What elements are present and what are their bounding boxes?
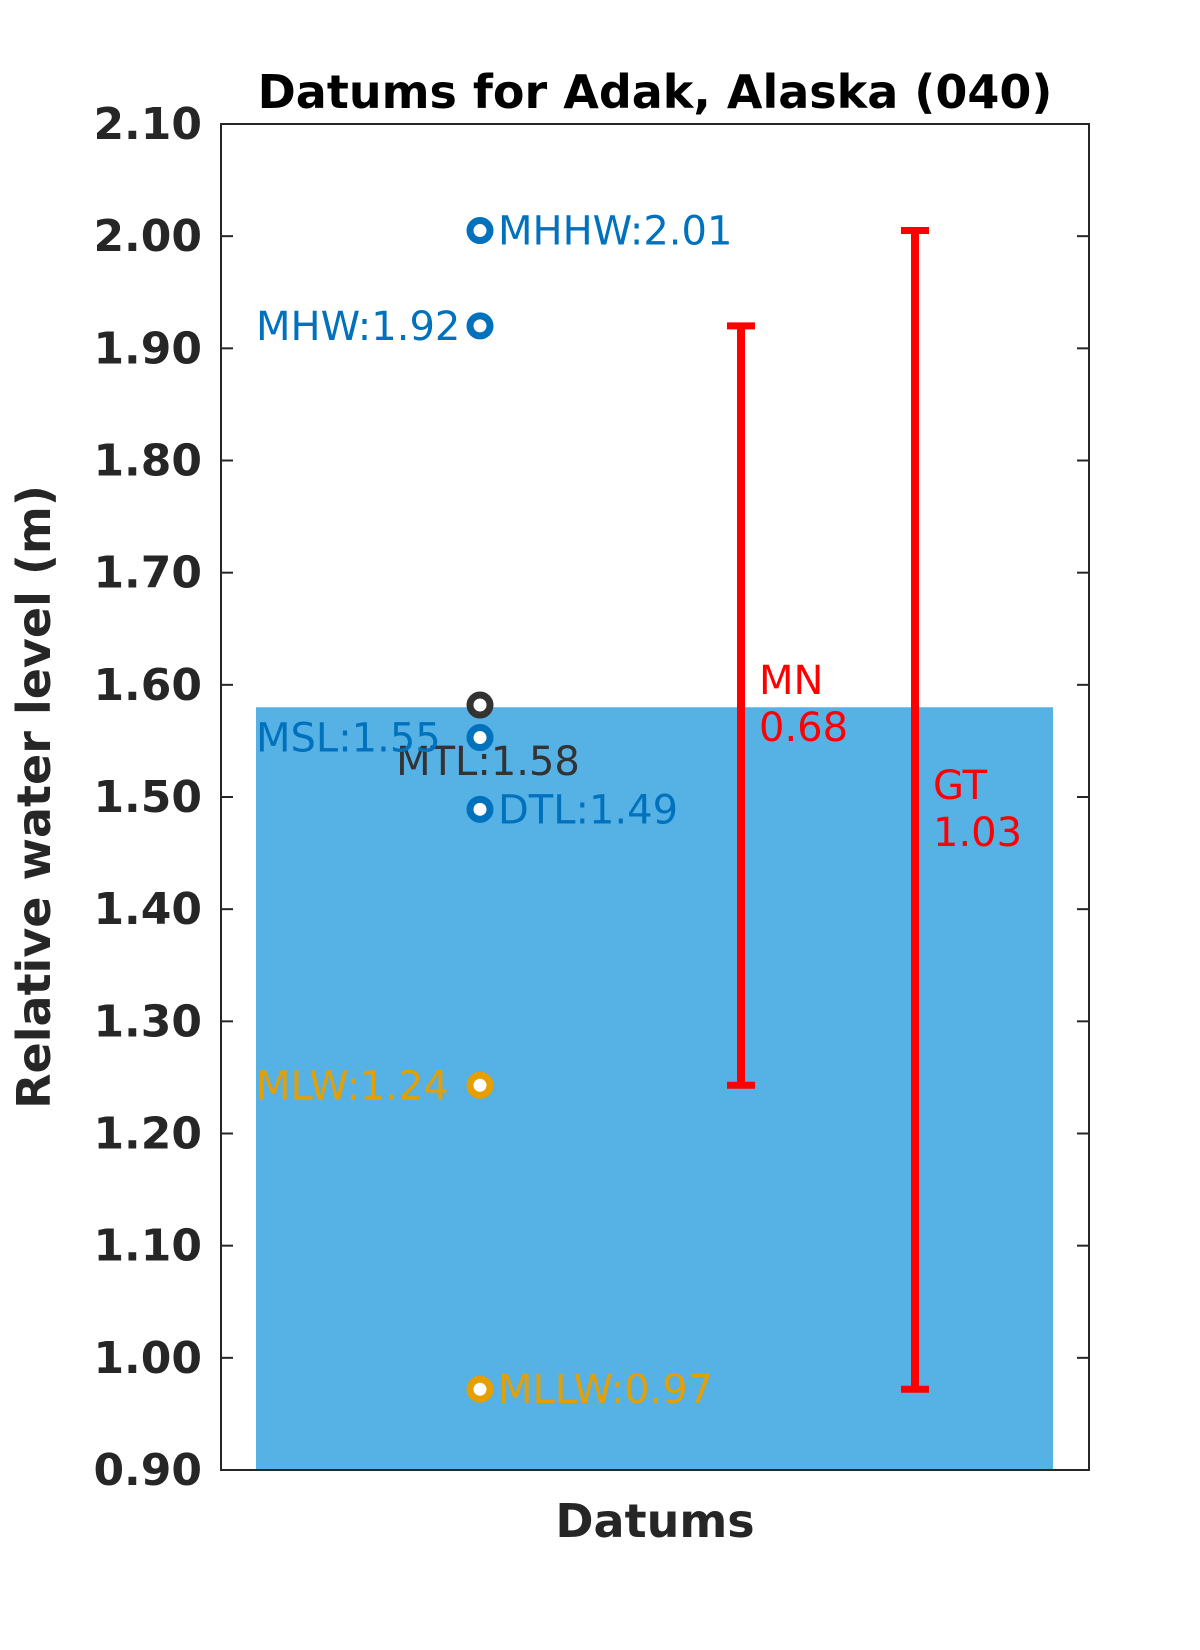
y-tick-label: 1.20	[93, 1109, 202, 1160]
datum-label: MSL:1.55	[256, 716, 441, 762]
y-tick-label: 2.00	[93, 211, 202, 262]
x-axis-label: Datums	[555, 1494, 754, 1548]
datum-marker	[466, 691, 494, 719]
datum-label: DTL:1.49	[498, 787, 678, 833]
datum-points: MHHW:2.01MHW:1.92MTL:1.58MSL:1.55DTL:1.4…	[256, 209, 732, 1414]
y-tick-label: 1.10	[93, 1221, 202, 1272]
datum-marker	[466, 312, 494, 340]
y-tick-label: 1.90	[93, 323, 202, 374]
y-tick-label: 1.60	[93, 660, 202, 711]
datum-dtl: DTL:1.49	[466, 787, 678, 833]
datum-marker	[466, 1375, 494, 1403]
datum-mllw: MLLW:0.97	[466, 1367, 713, 1413]
datum-mlw: MLW:1.24	[256, 1063, 494, 1109]
y-tick-label: 2.10	[93, 99, 202, 150]
range-label-name: MN	[759, 658, 823, 704]
y-axis-label: Relative water level (m)	[7, 485, 61, 1109]
plot-frame	[220, 123, 1090, 1471]
y-tick-label: 1.00	[93, 1333, 202, 1384]
datum-marker	[466, 724, 494, 752]
y-tick-label: 1.40	[93, 884, 202, 935]
y-tick-label: 1.80	[93, 436, 202, 487]
datum-msl: MSL:1.55	[256, 716, 494, 762]
datum-marker	[466, 217, 494, 245]
datum-label: MLW:1.24	[256, 1063, 449, 1109]
water-level-fill	[256, 707, 1053, 1470]
y-tick-label: 0.90	[93, 1445, 202, 1496]
datum-label: MLLW:0.97	[498, 1367, 713, 1413]
range-label-value: 0.68	[759, 705, 848, 751]
datum-marker	[466, 1071, 494, 1099]
datum-label: MHW:1.92	[256, 304, 460, 350]
chart-title: Datums for Adak, Alaska (040)	[258, 65, 1053, 119]
y-tick-label: 1.50	[93, 772, 202, 823]
datum-mhhw: MHHW:2.01	[466, 209, 732, 255]
y-axis-ticks: 0.90 1.00 1.10 1.20 1.30 1.40 1.50 1.60 1.70 1.80…	[93, 99, 1089, 1496]
range-label-name: GT	[933, 763, 988, 809]
datum-label: MHHW:2.01	[498, 209, 732, 255]
y-tick-label: 1.70	[93, 548, 202, 599]
range-bars: MN0.68 GT1.03	[727, 227, 1022, 1393]
range-label-value: 1.03	[933, 810, 1022, 856]
datum-mhw: MHW:1.92	[256, 304, 494, 350]
datum-marker	[466, 795, 494, 823]
y-tick-label: 1.30	[93, 996, 202, 1047]
